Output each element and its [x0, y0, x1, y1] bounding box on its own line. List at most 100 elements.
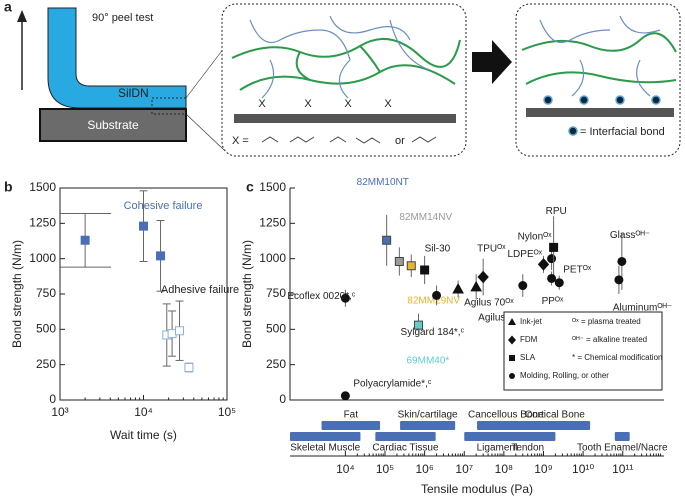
x-tick-label: 10⁹	[534, 462, 553, 476]
point	[508, 335, 516, 345]
surface	[234, 114, 456, 123]
y-tick-label: 1000	[259, 251, 286, 265]
point	[382, 235, 392, 245]
x-tick-label: 10⁴	[336, 462, 355, 476]
tissue-range	[519, 421, 591, 430]
panel-a: a 90° peel test SilDN Substrate X X X X …	[4, 0, 681, 157]
point	[432, 290, 442, 300]
legend-note: ᴼᴴ⁻ = alkaline treated	[572, 335, 647, 344]
point-label: Sil-30	[425, 244, 451, 255]
point	[509, 373, 515, 379]
annotation: Adhesive failure	[161, 284, 239, 296]
legend-label: SLA	[520, 353, 536, 362]
y-tick-label: 1500	[29, 180, 56, 194]
point	[554, 278, 564, 288]
point	[477, 270, 489, 284]
y-tick-label: 500	[36, 322, 56, 336]
substrate	[39, 108, 187, 142]
point	[518, 281, 528, 291]
point-label: 82MM10NT	[357, 177, 409, 188]
panel-label: b	[4, 179, 13, 195]
x-tick-label: 10⁵	[218, 405, 236, 419]
panel-label: c	[246, 179, 254, 195]
y-axis-label: Bond strength (N/m)	[240, 240, 254, 348]
point	[617, 256, 627, 266]
point	[547, 254, 557, 264]
point	[406, 261, 416, 271]
point	[537, 258, 550, 271]
x-tick-label: 10⁵	[376, 462, 394, 476]
tissue-label: Skin/cartilage	[398, 410, 458, 421]
tissue-label: Cancellous Bone	[468, 410, 544, 421]
charts: b 10³ 10⁴ 10⁵ 0 250 500 750 1000 1250 1500 Wait tim…	[4, 177, 672, 496]
y-tick-label: 1250	[259, 216, 286, 230]
panel-label: a	[4, 0, 12, 15]
legend-label: FDM	[520, 335, 538, 344]
legend-note: ᴼˣ = plasma treated	[572, 317, 641, 326]
x-tick-label: 10⁸	[495, 462, 513, 476]
bonds	[543, 95, 661, 105]
x-label: X	[304, 98, 312, 110]
point-label: Sylgard 184*,ᶜ	[401, 327, 465, 338]
tissue-range	[500, 432, 556, 441]
chains	[249, 15, 431, 99]
legend-label: Molding, Rolling, or other	[520, 371, 609, 380]
tissue-range	[290, 432, 361, 441]
point	[413, 320, 423, 330]
point	[139, 221, 148, 231]
y-tick-label: 500	[266, 322, 286, 336]
point-label: TPUᴼˣ	[477, 244, 506, 255]
point	[470, 280, 483, 292]
point-label: 82MM14NV	[399, 212, 452, 223]
or: or	[395, 135, 405, 147]
x-equals: X =	[232, 135, 249, 147]
bond-legend: = Interfacial bond	[580, 126, 665, 138]
point-label: 82MM29NV	[407, 295, 460, 306]
point-label: 69MM40*	[406, 356, 449, 367]
point-label: Aluminumᴼᴴ⁻	[613, 303, 672, 314]
point	[167, 329, 177, 339]
x-tick-label: 10³	[51, 405, 68, 419]
y-tick-label: 0	[49, 392, 56, 406]
network	[231, 38, 461, 91]
peel-label: 90° peel test	[92, 12, 153, 24]
point	[184, 362, 194, 372]
point	[340, 391, 350, 401]
point	[508, 318, 516, 325]
point-label: Agilus 70ᴼˣ	[464, 298, 514, 309]
point	[156, 251, 166, 261]
point	[175, 326, 185, 336]
tissue-label: Fat	[344, 410, 359, 421]
y-tick-label: 250	[36, 357, 56, 371]
tissue-range	[400, 421, 456, 430]
legend: Ink-jet FDM SLA Molding, Rolling, or other ᴼ…	[503, 311, 663, 391]
tissue-label: Ligament	[477, 443, 518, 454]
y-tick-label: 0	[279, 392, 286, 406]
x-tick-label: 10⁴	[134, 405, 153, 419]
legend-label: Ink-jet	[520, 317, 543, 326]
y-axis-label: Bond strength (N/m)	[10, 240, 24, 348]
x-axis-label: Tensile modulus (Pa)	[421, 482, 533, 496]
point	[394, 256, 404, 266]
x-label: X	[344, 98, 352, 110]
x-tick-label: 10¹⁰	[572, 462, 594, 476]
film-label: SilDN	[118, 86, 149, 100]
tissue-label: Tooth Enamel/Nacre	[577, 443, 668, 454]
x-groups: X X X X	[258, 98, 392, 110]
x-tick-label: 10⁷	[455, 462, 473, 476]
point-label: Nylonᴼˣ	[518, 231, 553, 242]
y-tick-label: 250	[266, 357, 286, 371]
y-tick-label: 1250	[29, 216, 56, 230]
y-tick-label: 750	[266, 286, 286, 300]
tissue-range	[321, 421, 381, 430]
zoom-box	[151, 97, 187, 115]
point	[547, 273, 557, 283]
point	[549, 242, 559, 252]
y-tick-label: 1500	[259, 180, 286, 194]
point	[452, 283, 464, 294]
big-arrow	[472, 40, 512, 84]
x-axis-label: Wait time (s)	[110, 428, 177, 442]
point-label: Polyacrylamide*,ᶜ	[353, 378, 431, 389]
zoom-line	[185, 113, 225, 151]
point	[80, 235, 90, 245]
